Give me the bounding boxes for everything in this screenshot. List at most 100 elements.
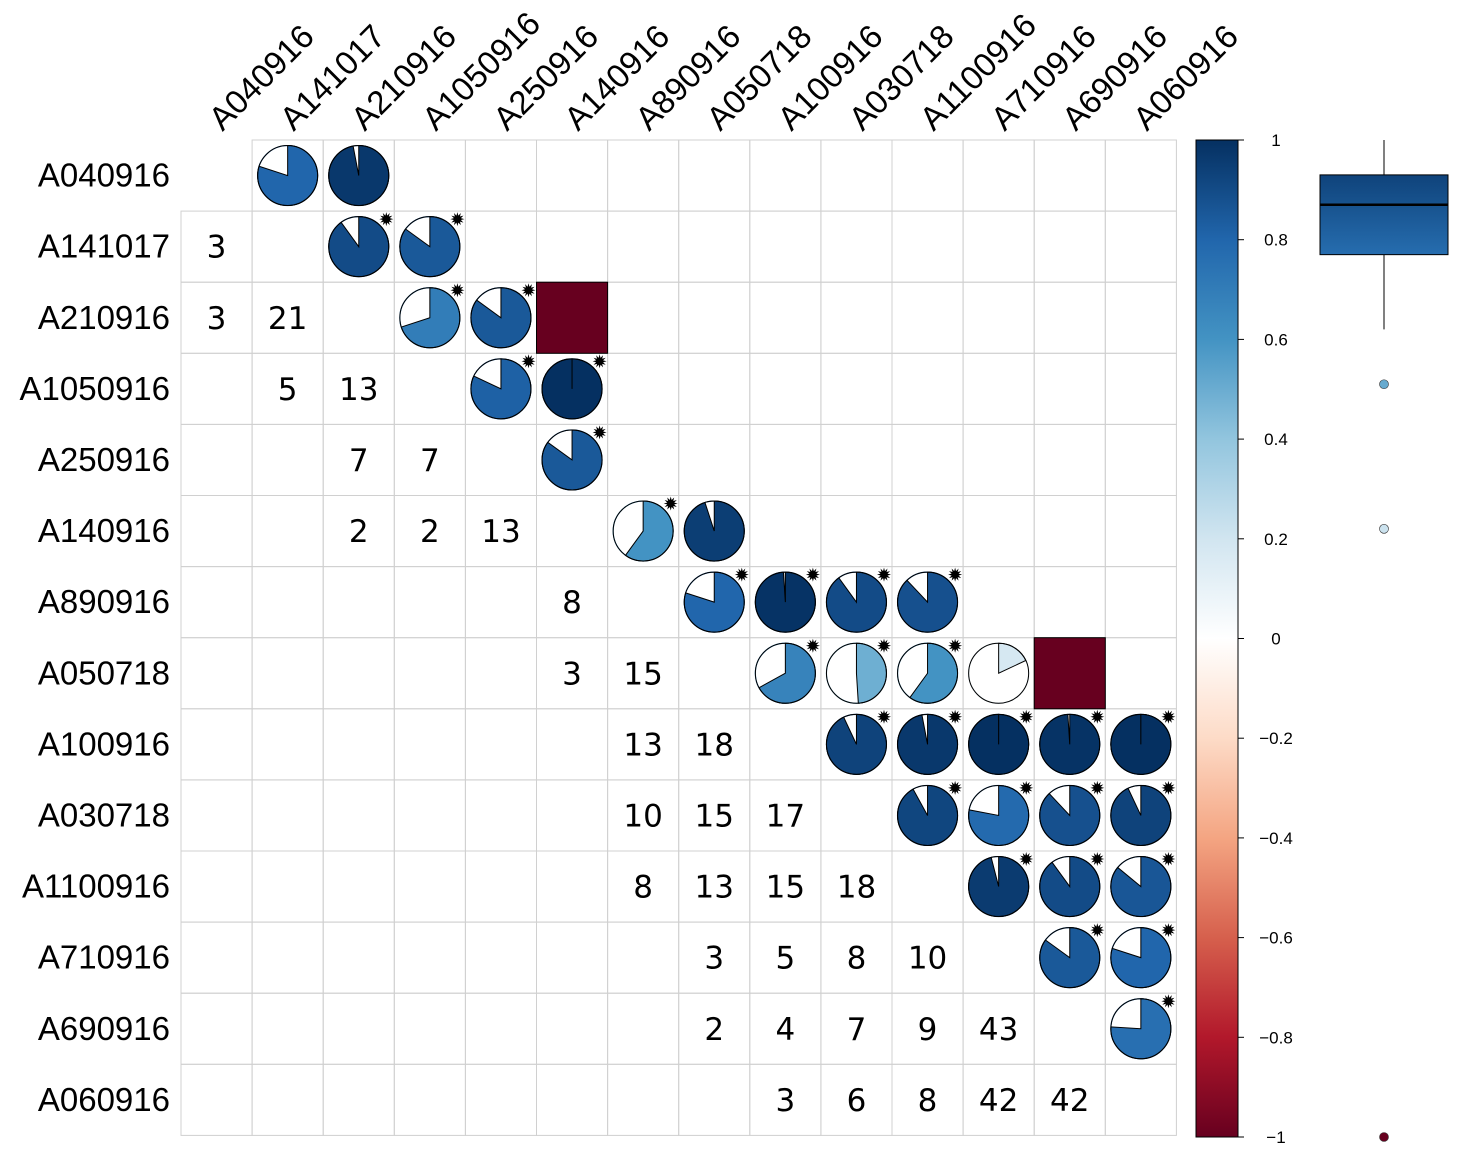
grid-cell [180, 850, 253, 923]
row-label: A690916 [38, 1010, 170, 1047]
correlation-pie [399, 283, 465, 349]
grid-cell [251, 423, 324, 496]
grid-cell [749, 281, 822, 354]
grid-cell [180, 566, 253, 639]
correlation-pie [541, 354, 607, 420]
pair-count-label: 13 [695, 870, 734, 906]
correlation-pie [825, 709, 891, 775]
significance-star-icon [948, 780, 963, 795]
pie-outline [897, 784, 959, 846]
pie-outline [754, 642, 816, 704]
row-label: A1050916 [20, 370, 170, 407]
significance-star-icon [1019, 709, 1034, 724]
grid-cell [180, 1063, 253, 1136]
grid-cell [678, 1063, 751, 1136]
grid-cell [464, 139, 537, 212]
significance-star-icon [1019, 852, 1034, 866]
significance-star-icon [805, 638, 820, 653]
pie-outline [825, 571, 887, 633]
grid-cell [678, 423, 751, 496]
pie-outline [257, 145, 319, 207]
significance-star-icon [521, 354, 536, 369]
grid-cell [820, 139, 893, 212]
pie-outline [470, 287, 532, 349]
pie-outline [683, 571, 745, 633]
grid-cell [180, 708, 253, 781]
grid-cell [393, 779, 466, 852]
grid-cell [464, 637, 537, 710]
row-label: A100916 [38, 725, 170, 762]
correlation-pie [1039, 709, 1105, 775]
grid-cell [251, 1063, 324, 1136]
significance-star-icon [877, 567, 891, 582]
grid-cell [1104, 495, 1177, 568]
colorbar-tick-label: 0.8 [1264, 231, 1288, 250]
correlation-square [536, 281, 609, 354]
grid-cell [1104, 210, 1177, 283]
correlation-pie [1039, 923, 1105, 989]
pie-outline [1039, 927, 1101, 989]
correlation-pie [1039, 780, 1105, 847]
correlation-pie [968, 852, 1034, 918]
pie-outline [825, 642, 887, 704]
grid-cell [464, 210, 537, 283]
grid-cell [891, 495, 964, 568]
grid-cell [464, 708, 537, 781]
grid-cell [251, 921, 324, 994]
row-label: A141017 [38, 228, 170, 265]
grid-cell [607, 352, 680, 425]
grid-cell [1033, 423, 1106, 496]
grid-cell [820, 495, 893, 568]
grid-cell [1104, 1063, 1177, 1136]
grid-cell [251, 850, 324, 923]
correlation-pie [328, 144, 390, 207]
grid-cell [607, 281, 680, 354]
pie-outline [1039, 713, 1101, 775]
row-label: A710916 [38, 939, 170, 976]
grid-cell [962, 566, 1035, 639]
pair-count-label: 2 [704, 1012, 724, 1048]
pair-count-label: 6 [847, 1083, 867, 1119]
pair-count-label: 8 [633, 870, 653, 906]
pair-count-label: 18 [837, 870, 876, 906]
pie-outline [470, 358, 532, 420]
pie-outline [541, 429, 603, 491]
grid-cell [891, 850, 964, 923]
grid-cell [962, 139, 1035, 212]
pie-outline [399, 287, 461, 349]
grid-cell [322, 921, 395, 994]
correlation-pie [1110, 709, 1176, 775]
grid-cell [393, 921, 466, 994]
grid-cell [607, 139, 680, 212]
correlation-square [1033, 637, 1106, 710]
grid-cell [1033, 139, 1106, 212]
significance-star-icon [1090, 780, 1105, 795]
grid-cell [678, 281, 751, 354]
correlation-pie [1110, 923, 1176, 989]
grid-cell [180, 352, 253, 425]
matrix-cells: 3 3 21 5 13 7 7 2 2 13 8 3 15 13 18 10 15 17 8 13 15 18 3 5 8 10 2… [207, 144, 1176, 1119]
grid-cell [1104, 139, 1177, 212]
pie-outline [968, 642, 1030, 704]
grid-cell [891, 423, 964, 496]
pair-count-label: 13 [481, 514, 520, 550]
pie-outline [897, 713, 959, 775]
row-label: A040916 [38, 157, 170, 194]
correlation-pie [896, 638, 963, 704]
pie-outline [683, 500, 745, 562]
grid-cell [1104, 423, 1177, 496]
pair-count-label: 4 [775, 1012, 795, 1048]
colorbar-tick-label: 0.4 [1264, 430, 1288, 449]
grid-cell [749, 423, 822, 496]
pair-count-label: 7 [847, 1012, 867, 1048]
pair-count-label: 21 [268, 301, 307, 337]
colorbar-tick-label: −0.2 [1259, 729, 1293, 748]
grid-cell [180, 495, 253, 568]
significance-star-icon [592, 425, 607, 440]
grid-cell [536, 139, 609, 212]
grid-cell [962, 210, 1035, 283]
grid-cell [464, 921, 537, 994]
grid-cell [749, 495, 822, 568]
boxplot-outlier [1379, 1132, 1389, 1142]
grid-cell [678, 637, 751, 710]
